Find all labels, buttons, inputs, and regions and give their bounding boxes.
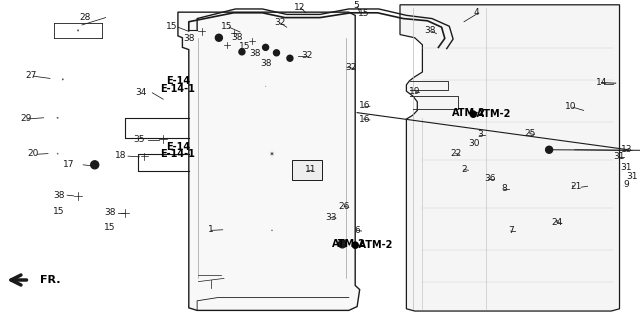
Text: E-14: E-14: [166, 76, 190, 86]
Text: 15: 15: [221, 22, 233, 31]
Circle shape: [262, 44, 269, 50]
Text: 38: 38: [424, 26, 436, 35]
Text: 38: 38: [104, 208, 116, 217]
Text: 20: 20: [28, 149, 39, 158]
Text: 22: 22: [450, 149, 461, 158]
Text: ATM-2: ATM-2: [332, 239, 365, 249]
Text: 15: 15: [53, 207, 65, 216]
Text: 19: 19: [409, 87, 420, 96]
Circle shape: [239, 49, 245, 55]
Text: 31: 31: [627, 172, 638, 181]
Circle shape: [546, 146, 552, 153]
Text: E-14-1: E-14-1: [161, 149, 195, 159]
Text: 15: 15: [166, 22, 177, 31]
Text: 10: 10: [565, 102, 577, 111]
Text: 14: 14: [596, 78, 607, 87]
Text: 15: 15: [358, 9, 369, 18]
Polygon shape: [178, 12, 360, 310]
Text: 13: 13: [621, 145, 633, 154]
Text: FR.: FR.: [40, 275, 61, 285]
Text: 32: 32: [301, 51, 313, 60]
Circle shape: [287, 55, 293, 61]
Text: 7: 7: [508, 226, 513, 235]
Circle shape: [91, 161, 99, 169]
Text: 8: 8: [502, 184, 507, 193]
Text: ●ATM-2: ●ATM-2: [468, 108, 511, 119]
Text: 38: 38: [249, 49, 260, 58]
Text: 25: 25: [524, 129, 536, 138]
Text: 9: 9: [623, 180, 628, 189]
Text: 31: 31: [620, 163, 632, 172]
Text: 27: 27: [25, 71, 36, 80]
Text: 3: 3: [477, 130, 483, 139]
Text: 15: 15: [239, 42, 250, 51]
Text: 38: 38: [260, 59, 271, 68]
Circle shape: [273, 50, 280, 56]
Text: 1: 1: [209, 225, 214, 234]
Text: 32: 32: [345, 63, 356, 72]
Text: 35: 35: [134, 135, 145, 144]
Text: 33: 33: [326, 213, 337, 222]
Text: 11: 11: [305, 165, 316, 174]
FancyBboxPatch shape: [292, 160, 322, 180]
Text: 36: 36: [484, 174, 495, 183]
Text: E-14: E-14: [166, 141, 190, 152]
Text: 16: 16: [359, 101, 371, 110]
Polygon shape: [400, 5, 620, 311]
Text: 31: 31: [614, 152, 625, 161]
Text: 16: 16: [359, 115, 371, 124]
Text: 26: 26: [339, 202, 350, 211]
Circle shape: [339, 240, 346, 248]
Text: 38: 38: [231, 33, 243, 42]
Text: ●ATM-2: ●ATM-2: [351, 240, 393, 250]
Text: 18: 18: [115, 151, 126, 160]
Text: 34: 34: [135, 88, 147, 97]
Text: 5: 5: [353, 1, 358, 10]
Text: 32: 32: [275, 18, 286, 27]
Text: 17: 17: [63, 160, 75, 169]
Text: 15: 15: [104, 223, 116, 232]
Text: 21: 21: [570, 182, 582, 191]
Text: 12: 12: [294, 4, 305, 12]
Circle shape: [216, 34, 222, 41]
Text: 30: 30: [468, 139, 479, 148]
Text: 6: 6: [355, 226, 360, 235]
Text: 24: 24: [551, 218, 563, 227]
Text: 38: 38: [183, 34, 195, 43]
Text: 28: 28: [79, 13, 91, 22]
Text: E-14-1: E-14-1: [161, 84, 195, 94]
Text: 2: 2: [461, 165, 467, 174]
Text: ATM-2: ATM-2: [452, 108, 485, 118]
Text: 29: 29: [20, 114, 31, 123]
Text: 38: 38: [53, 191, 65, 200]
Text: 4: 4: [474, 8, 479, 17]
